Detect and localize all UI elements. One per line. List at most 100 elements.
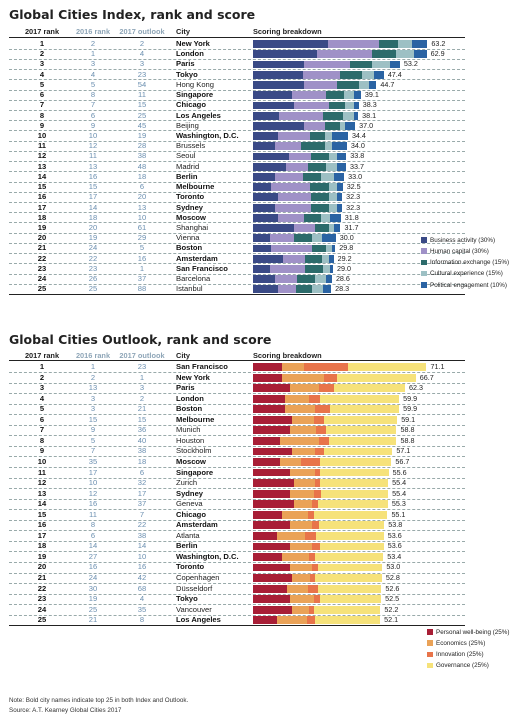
outlook-2017-cell: 25 — [137, 110, 147, 120]
outlook-2017-cell: 3 — [139, 383, 145, 393]
bar-segment-1 — [253, 531, 278, 540]
bar-segment-3 — [305, 265, 324, 273]
bar-segment-5 — [353, 111, 359, 120]
row-separator — [9, 242, 465, 244]
bar-segment-3 — [339, 70, 363, 79]
column-header-2017-rank: 2017 rank — [24, 351, 60, 360]
row-separator — [9, 456, 465, 458]
bar-segment-3 — [297, 275, 316, 284]
bar-segment-5 — [337, 152, 347, 161]
bar-segment-5 — [374, 70, 384, 79]
score-label: 38.3 — [362, 100, 377, 110]
row-separator — [9, 424, 465, 426]
bar-segment-1 — [253, 91, 292, 100]
table-row: 21 24 5 Boston 29.8 — [0, 243, 526, 253]
table-row: 25 21 8 Los Angeles 52.1 — [0, 615, 526, 626]
bar-segment-1 — [253, 203, 276, 212]
city-cell: New York — [176, 39, 210, 48]
legend-label: Information exchange (15%) — [430, 259, 510, 267]
table-row: 20 16 16 Toronto 53.0 — [0, 562, 526, 573]
city-cell: Amsterdam — [176, 253, 218, 263]
bar-segment-4 — [323, 265, 331, 273]
rank-2017-cell: 10 — [37, 456, 47, 466]
bar-segment-4 — [323, 415, 398, 424]
rank-2017-cell: 25 — [37, 615, 47, 625]
row-separator — [9, 191, 465, 193]
rank-2017-cell: 8 — [39, 110, 45, 120]
outlook-2017-cell: 21 — [137, 404, 147, 414]
bar-segment-5 — [334, 173, 345, 181]
bar-segment-2 — [317, 50, 373, 59]
city-cell: London — [176, 49, 204, 59]
rank-2017-cell: 8 — [39, 435, 45, 445]
city-cell: Paris — [176, 59, 195, 69]
bar-segment-3 — [378, 40, 398, 48]
bar-segment-4 — [326, 162, 338, 171]
bar-segment-2 — [282, 510, 308, 519]
bar-segment-2 — [287, 584, 308, 593]
bar-segment-4 — [315, 616, 381, 625]
bar-segment-2 — [277, 132, 310, 140]
bar-segment-5 — [389, 60, 400, 69]
bar-segment-5 — [353, 91, 361, 100]
bar-segment-2 — [289, 384, 319, 393]
city-cell: Toronto — [176, 192, 205, 202]
rank-2017-cell: 12 — [37, 478, 47, 488]
bar-segment-1 — [253, 605, 293, 614]
legend-swatch — [421, 270, 427, 277]
bar-segment-5 — [413, 50, 427, 59]
bar-segment-1 — [253, 437, 280, 445]
column-header-city: City — [176, 351, 190, 360]
bar-segment-4 — [344, 91, 354, 100]
rank-2016-cell: 16 — [88, 562, 98, 572]
city-cell: Los Angeles — [176, 615, 221, 625]
score-label: 66.7 — [419, 372, 434, 382]
bar-segment-1 — [253, 500, 295, 509]
legend-label: Human capital (30%) — [430, 247, 489, 255]
bar-segment-1 — [253, 81, 305, 89]
outlook-2017-cell: 22 — [137, 520, 147, 530]
rank-2017-cell: 4 — [39, 69, 45, 79]
bar-segment-2 — [270, 183, 310, 192]
bar-segment-4 — [320, 458, 392, 466]
city-cell: Melbourne — [176, 414, 215, 424]
city-cell: Istanbul — [176, 284, 203, 294]
table-row: 24 26 37 Barcelona 28.6 — [0, 274, 526, 284]
bar-segment-1 — [253, 447, 293, 456]
bar-segment-4 — [348, 363, 427, 371]
row-separator — [9, 202, 465, 204]
outlook-2017-cell: 40 — [137, 435, 147, 445]
row-separator — [9, 120, 465, 122]
city-cell: Zurich — [176, 478, 198, 488]
legend-swatch — [421, 237, 427, 243]
bar-segment-1 — [253, 173, 276, 181]
table-row: 16 8 22 Amsterdam 53.8 — [0, 520, 526, 531]
table-row: 18 14 14 Berlin 53.6 — [0, 541, 526, 552]
row-separator — [9, 273, 465, 275]
table-row: 18 18 10 Moscow 31.8 — [0, 213, 526, 223]
score-label: 56.7 — [395, 456, 410, 466]
bar-segment-2 — [302, 70, 340, 79]
bar-segment-3 — [318, 384, 334, 393]
rank-2016-cell: 25 — [88, 604, 98, 614]
rank-2016-cell: 27 — [88, 551, 98, 561]
outlook-2017-cell: 23 — [137, 69, 147, 79]
bar-segment-4 — [320, 542, 384, 551]
bar-segment-2 — [282, 363, 305, 371]
rank-2016-cell: 15 — [88, 182, 98, 192]
chart-title: Global Cities Outlook, rank and score — [9, 332, 272, 347]
outlook-2017-cell: 42 — [137, 573, 147, 582]
rank-2017-cell: 14 — [37, 171, 47, 181]
outlook-2017-cell: 15 — [137, 414, 147, 424]
bar-segment-2 — [269, 234, 295, 243]
bar-segment-2 — [269, 265, 306, 273]
rank-2016-cell: 11 — [89, 151, 97, 161]
bar-segment-2 — [327, 40, 379, 48]
outlook-2017-cell: 2 — [139, 39, 145, 48]
city-cell: Atlanta — [176, 530, 200, 540]
bar-segment-4 — [320, 213, 331, 222]
legend-swatch — [421, 259, 427, 266]
score-label: 62.3 — [409, 383, 423, 393]
bar-segment-4 — [371, 60, 390, 69]
rank-2016-cell: 6 — [90, 530, 96, 540]
